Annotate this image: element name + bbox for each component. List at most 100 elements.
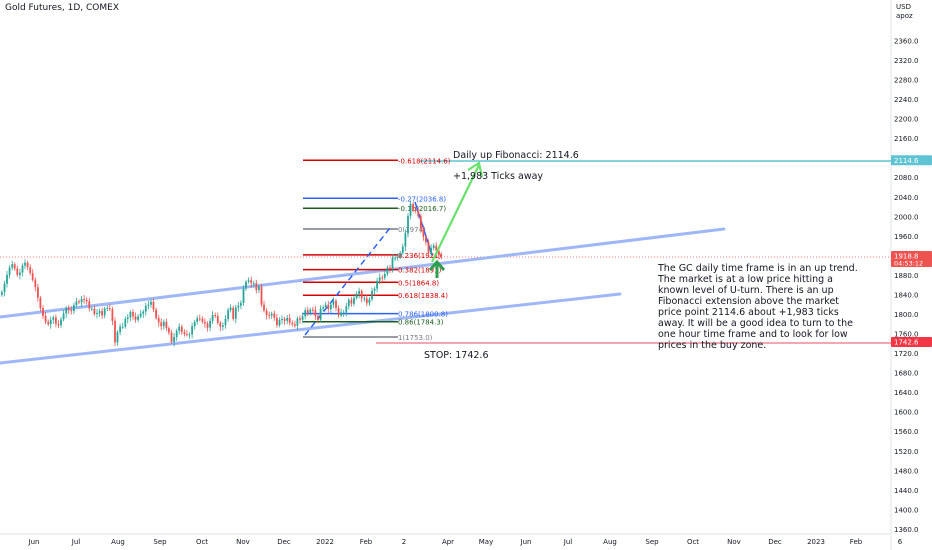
candle-body (83, 298, 85, 300)
candle-body (170, 332, 173, 342)
currency-text: USD (896, 3, 911, 11)
currency-badge: apoz (896, 12, 913, 20)
candle-body (116, 332, 119, 343)
fib-level-label: 0.5(1864.8) (398, 279, 439, 287)
candle-body (368, 299, 371, 304)
candle-body (70, 310, 73, 312)
chart-title: Gold Futures, 1D, COMEX (5, 3, 119, 13)
candle-body (132, 312, 134, 317)
candle-body (425, 236, 427, 243)
candle-body (242, 288, 245, 303)
price-badge (891, 337, 932, 347)
candle-body (391, 257, 394, 269)
price-tick-label: 1520.0 (894, 448, 919, 456)
price-tick-label: 2240.0 (894, 96, 919, 104)
price-tick-label: 1560.0 (894, 428, 919, 436)
candle-body (273, 313, 276, 318)
candle-body (155, 309, 157, 318)
price-tick-label: 2160.0 (894, 135, 919, 143)
candle-body (65, 308, 68, 314)
candle-body (345, 306, 348, 313)
fibonacci-extension[interactable]: -0.618(2114.6) -0.27(2036.8) -0.1b(2016.7)… (303, 157, 451, 342)
candle-body (96, 313, 98, 314)
price-tick-label: 2040.0 (894, 194, 919, 202)
candle-body (383, 273, 386, 278)
countdown-label: 04:53:12 (894, 260, 923, 268)
currency-label[interactable]: USD apoz (896, 3, 913, 21)
price-tick-label: 1600.0 (894, 409, 919, 417)
candle-body (191, 326, 193, 335)
time-tick-label: 2023 (807, 538, 825, 546)
candle-body (31, 273, 34, 280)
candle-body (6, 274, 8, 284)
time-axis[interactable]: Jun Jul Aug Sep Oct Nov Dec 2022 Feb 2 Apr May Jun Ju… (28, 538, 903, 546)
candle-body (240, 302, 242, 306)
candle-body (180, 326, 183, 333)
candle-body (430, 248, 432, 254)
candle-body (126, 317, 129, 319)
trendline-upper[interactable] (0, 227, 726, 319)
candle-body (142, 311, 145, 314)
fib-level-label: 0.618(1838.4) (398, 292, 448, 300)
candle-body (201, 318, 204, 322)
candle-body (245, 281, 247, 289)
candle-body (60, 319, 62, 326)
candle-body (19, 272, 21, 275)
candle-body (80, 298, 83, 303)
candle-body (258, 286, 260, 290)
candle-body (144, 305, 147, 312)
candle-body (312, 309, 314, 311)
candle-body (268, 315, 271, 316)
time-tick-label: Aug (111, 538, 125, 546)
candle-body (173, 337, 175, 342)
candle-body (404, 233, 407, 247)
candle-body (278, 319, 281, 326)
candle-body (252, 283, 255, 285)
candle-body (16, 268, 19, 275)
candle-body (340, 312, 342, 316)
fib-level-label: 0.382(1891) (398, 267, 442, 275)
candle-body (324, 304, 327, 308)
trendline-lower[interactable] (0, 292, 622, 365)
candle-body (37, 287, 39, 298)
candle-body (44, 316, 47, 322)
candle-body (42, 308, 44, 316)
candle-body (8, 267, 11, 275)
fib-level-label: 0.86(1784.3) (398, 319, 444, 327)
candle-body (299, 318, 301, 320)
candle-body (386, 267, 389, 274)
candle-body (73, 305, 75, 312)
candle-body (371, 291, 373, 300)
candle-body (335, 300, 337, 309)
candle-body (67, 308, 70, 311)
candle-body (165, 321, 168, 329)
candle-body (157, 317, 160, 323)
candle-body (26, 262, 29, 268)
candle-body (134, 316, 137, 320)
projection-arrow[interactable] (431, 164, 480, 263)
candle-body (330, 304, 332, 310)
time-tick-label: Dec (768, 538, 782, 546)
candle-body (57, 323, 60, 326)
candle-body (108, 308, 111, 310)
candle-body (317, 316, 319, 320)
candle-body (360, 291, 363, 299)
time-tick-label: Jul (563, 538, 573, 546)
fib-trend-dashed (304, 227, 391, 336)
price-badge (891, 155, 932, 166)
candle-body (237, 305, 240, 308)
price-badge-label: 2114.6 (894, 157, 919, 165)
candle-body (342, 312, 345, 314)
time-tick-label: Jun (520, 538, 532, 546)
candle-body (276, 317, 278, 326)
analysis-note: The GC daily time frame is in an up tren… (658, 263, 858, 351)
price-axis[interactable]: 2360.02320.02280.02240.02200.02160.02120… (894, 38, 919, 534)
candle-body (101, 311, 103, 316)
candle-body (412, 204, 414, 210)
price-tick-label: 2360.0 (894, 38, 919, 46)
candle-body (78, 301, 80, 303)
fib-level-label: 0.786(1800.8) (398, 311, 448, 319)
candle-body (414, 209, 417, 211)
